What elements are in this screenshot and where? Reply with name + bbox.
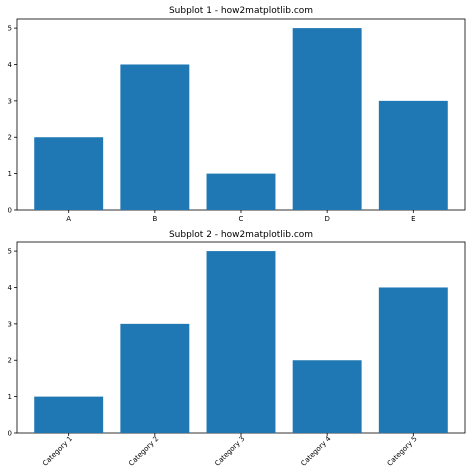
- subplot-2-bar-4: [292, 360, 362, 433]
- subplot-1-title: Subplot 1 - how2matplotlib.com: [169, 6, 313, 16]
- subplot-2-bar-2: [120, 323, 190, 433]
- subplot-1-bar-4: [292, 28, 362, 210]
- subplot-2-bar-3: [206, 251, 276, 433]
- subplot-2-bar-5: [378, 287, 448, 433]
- subplot-1-x-tick-label: B: [152, 215, 157, 223]
- subplot-1-x-tick-label: D: [324, 215, 329, 223]
- subplot-2-y-ticks: 0 1 2 3 4 5: [8, 248, 17, 438]
- subplot-2-y-tick-label: 4: [8, 284, 13, 292]
- subplot-1-y-tick-label: 4: [8, 61, 13, 69]
- subplot-1-bars: [34, 28, 448, 210]
- subplot-2-y-tick-label: 1: [8, 393, 12, 401]
- subplot-1-bar-3: [206, 173, 276, 210]
- subplot-1-y-tick-label: 2: [8, 134, 12, 142]
- subplot-1-y-tick-label: 1: [8, 170, 12, 178]
- subplot-2-y-tick-label: 5: [8, 248, 12, 256]
- subplot-1-y-tick-label: 0: [8, 207, 12, 215]
- subplot-1-bar-1: [34, 137, 104, 210]
- subplot-1-x-tick-label: E: [411, 215, 415, 223]
- subplot-1-x-ticks: A B C D E: [66, 210, 416, 223]
- subplot-1-x-tick-label: C: [239, 215, 244, 223]
- subplot-1-x-tick-label: A: [66, 215, 71, 223]
- subplot-2-y-tick-label: 3: [8, 320, 12, 328]
- subplot-1: Subplot 1 - how2matplotlib.com 0 1 2 3 4 5 A B…: [8, 6, 466, 223]
- subplot-1-y-tick-label: 3: [8, 97, 12, 105]
- subplot-2-y-tick-label: 2: [8, 357, 12, 365]
- subplot-1-bar-2: [120, 64, 190, 210]
- subplot-1-y-tick-label: 5: [8, 25, 12, 33]
- subplot-2-y-tick-label: 0: [8, 430, 12, 438]
- subplot-1-bar-5: [378, 100, 448, 210]
- subplot-2-bars: [34, 251, 448, 433]
- subplot-2-bar-1: [34, 396, 104, 433]
- subplot-1-y-ticks: 0 1 2 3 4 5: [8, 25, 17, 215]
- subplot-2-title: Subplot 2 - how2matplotlib.com: [169, 230, 313, 240]
